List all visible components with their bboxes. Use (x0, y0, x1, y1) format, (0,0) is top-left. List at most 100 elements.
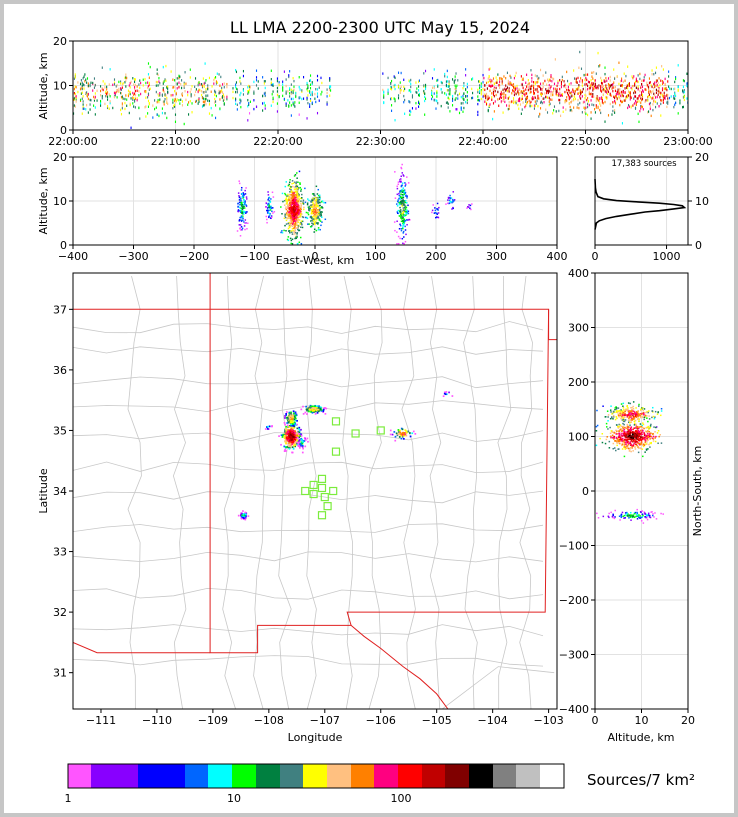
time-source (81, 91, 83, 94)
ew-source (293, 217, 296, 220)
map-source (298, 426, 301, 429)
time-source (633, 75, 635, 78)
map-source (240, 517, 243, 520)
ew-source (286, 200, 288, 203)
ns-source (634, 448, 637, 450)
ns-source (604, 442, 607, 445)
altitude-east-west-ylabel: Altitude, km (37, 167, 50, 234)
time-source (485, 103, 488, 106)
time-source (79, 82, 82, 86)
map-source (283, 445, 286, 448)
time-source (282, 86, 284, 89)
ew-source (244, 211, 246, 213)
time-source (124, 76, 126, 80)
ns-source (615, 406, 617, 408)
ns-source (647, 420, 649, 423)
ew-source (318, 194, 321, 197)
map-source (293, 418, 296, 421)
state-boundaries (73, 273, 557, 709)
ew-source (290, 205, 293, 207)
x-tick-label: 22:40:00 (458, 135, 507, 148)
time-source (509, 81, 511, 84)
ns-source (649, 446, 651, 448)
time-source (597, 98, 599, 102)
time-source (664, 95, 666, 98)
time-source (454, 78, 456, 82)
ew-source (300, 221, 302, 224)
time-source (570, 100, 572, 104)
time-source (520, 83, 522, 86)
ew-source (288, 205, 291, 208)
time-source (390, 97, 392, 101)
ew-source (289, 205, 291, 207)
time-source (218, 89, 220, 93)
time-source (533, 95, 535, 99)
map-source (295, 437, 298, 440)
time-source (463, 106, 465, 110)
time-source (208, 112, 211, 115)
time-source (85, 78, 87, 81)
ew-source (310, 220, 312, 222)
time-source (548, 90, 550, 93)
ew-source (293, 195, 295, 197)
ew-source (271, 210, 273, 213)
ns-source (616, 410, 618, 412)
time-source (478, 98, 480, 102)
ew-source (399, 223, 401, 226)
ew-source (296, 217, 298, 219)
ew-source (401, 196, 404, 199)
time-source (383, 96, 385, 99)
ns-source (646, 417, 648, 419)
map-source (244, 513, 247, 515)
time-source (285, 92, 287, 95)
ns-source (601, 433, 604, 435)
ns-source (641, 448, 644, 450)
ns-source (647, 434, 650, 436)
ew-source (313, 231, 315, 233)
map-source (288, 421, 291, 423)
time-source (132, 91, 134, 95)
ew-source (308, 205, 311, 208)
time-source (605, 90, 607, 93)
time-source (74, 92, 76, 96)
ew-source (280, 206, 282, 208)
ew-source (314, 194, 316, 197)
time-source (537, 104, 539, 108)
time-source (215, 82, 217, 85)
time-source (521, 97, 523, 101)
time-source (416, 87, 418, 90)
ew-source (296, 242, 299, 245)
ew-source (294, 207, 296, 209)
time-source (240, 105, 242, 109)
time-source (539, 92, 542, 95)
time-source (201, 90, 203, 93)
time-source (79, 87, 82, 91)
ew-source (240, 200, 242, 202)
ew-source (245, 187, 247, 189)
ew-source (294, 223, 297, 225)
time-source (83, 107, 85, 110)
map-source (395, 432, 398, 435)
time-source (518, 98, 520, 101)
time-source (204, 97, 206, 101)
time-source (194, 85, 196, 89)
map-source (288, 447, 291, 450)
ew-source (314, 205, 317, 207)
time-source (309, 79, 312, 82)
time-source (585, 106, 587, 109)
time-source (248, 84, 250, 88)
time-source (592, 95, 594, 98)
time-source (654, 85, 656, 88)
time-source (154, 99, 156, 102)
ew-source (292, 195, 294, 198)
ns-source (641, 429, 644, 432)
ew-source (321, 216, 323, 218)
time-source (329, 86, 331, 90)
time-source (614, 77, 616, 80)
ew-source (402, 194, 405, 197)
ew-source (321, 207, 324, 209)
ew-source (317, 215, 319, 218)
time-source (134, 83, 136, 87)
time-source (653, 72, 655, 76)
time-source (589, 84, 591, 88)
